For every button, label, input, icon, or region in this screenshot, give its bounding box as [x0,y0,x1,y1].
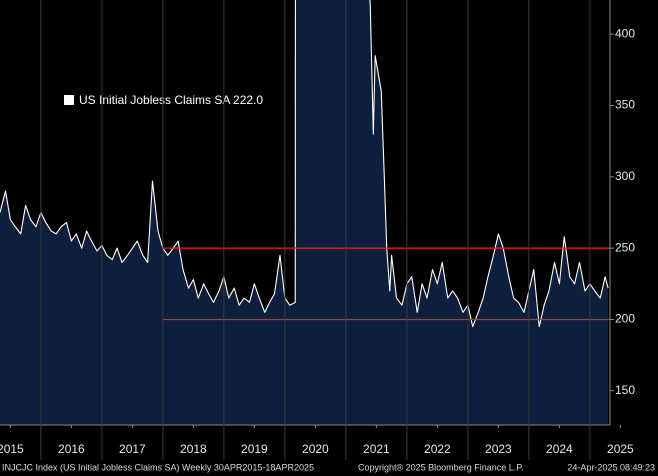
footer-left: INJCJC Index (US Initial Jobless Claims … [2,462,314,472]
x-tick-label: 2023 [485,442,512,456]
y-tick-label: 150 [615,383,635,397]
x-tick-label: 2025 [607,442,634,456]
y-tick-label: 300 [615,169,635,183]
line [0,0,609,328]
footer-right: 24-Apr-2025 08:49:23 [567,462,655,472]
y-tick-label: 350 [615,98,635,112]
x-tick-label: 2021 [363,442,390,456]
footer-center: Copyright® 2025 Bloomberg Finance L.P. [358,462,524,472]
x-tick-label: 2016 [58,442,85,456]
y-tick-label: 400 [615,26,635,40]
area [0,0,609,425]
legend-label: US Initial Jobless Claims SA 222.0 [79,93,263,107]
x-tick-label: 2022 [424,442,451,456]
x-tick-label: 2020 [302,442,329,456]
x-tick-label: 2017 [119,442,146,456]
x-tick-label: 2024 [546,442,573,456]
plot-area [0,0,610,425]
x-tick-label: 2018 [180,442,207,456]
y-tick-label: 200 [615,312,635,326]
x-tick-label: 2015 [0,442,24,456]
y-tick-label: 250 [615,240,635,254]
legend-swatch [64,95,74,105]
x-tick-label: 2019 [241,442,268,456]
